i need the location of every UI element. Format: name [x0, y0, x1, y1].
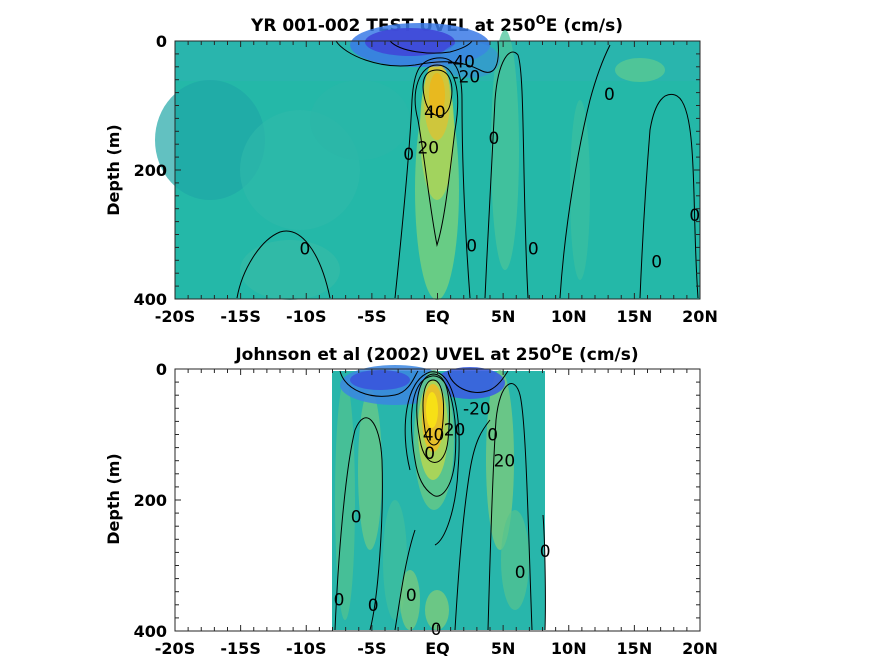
x-tick-label: -5S	[357, 639, 386, 656]
figure-canvas: YR 001-002 TEST UVEL at 250OE (cm/s)	[0, 0, 875, 656]
x-tick-label: 15N	[617, 639, 653, 656]
contour-label: 40	[423, 426, 445, 446]
x-tick-label: -10S	[286, 307, 326, 326]
x-tick-label: EQ	[425, 307, 450, 326]
x-tick-label: EQ	[425, 639, 450, 656]
contour-label: -20	[463, 399, 491, 419]
contour-label: -20	[452, 67, 480, 87]
panel-bottom: Johnson et al (2002) UVEL at 250OE (cm/s…	[104, 342, 718, 656]
contour-label: 0	[489, 129, 500, 149]
contour-label: 0	[300, 240, 311, 260]
x-tick-label: 15N	[617, 307, 653, 326]
x-tick-label: -15S	[220, 639, 260, 656]
heatmap-field	[155, 23, 700, 300]
x-tick-label: 10N	[551, 307, 587, 326]
contour-label: 0	[431, 620, 442, 640]
contour-label: 0	[406, 586, 417, 606]
x-tick-label: -15S	[220, 307, 260, 326]
y-tick-label: 0	[156, 360, 167, 379]
chart-title: Johnson et al (2002) UVEL at 250OE (cm/s…	[234, 342, 638, 365]
contour-label: 0	[403, 145, 414, 165]
contour-label: 0	[487, 426, 498, 446]
contour-label: 0	[515, 563, 526, 583]
contour-label: 20	[417, 138, 439, 158]
contour-label: 0	[540, 542, 551, 562]
contour-label: 20	[444, 420, 466, 440]
heatmap-field	[332, 365, 545, 630]
x-tick-label: 20N	[682, 639, 718, 656]
contour-label: 0	[368, 596, 379, 616]
x-tick-label: 5N	[491, 639, 516, 656]
contour-label: 0	[651, 253, 662, 273]
contour-label: 0	[466, 236, 477, 256]
contour-label: 0	[351, 507, 362, 527]
contour-label: 0	[424, 444, 435, 464]
x-tick-label: -5S	[357, 307, 386, 326]
y-tick-label: 200	[134, 161, 167, 180]
contour-label: 0	[334, 591, 345, 611]
contour-label: 0	[528, 240, 539, 260]
contour-label: 20	[494, 452, 516, 472]
x-tick-label: 20N	[682, 307, 718, 326]
x-tick-label: -20S	[155, 639, 195, 656]
y-tick-label: 200	[134, 491, 167, 510]
panel-top: YR 001-002 TEST UVEL at 250OE (cm/s)	[104, 13, 718, 326]
y-axis-label: Depth (m)	[104, 124, 123, 216]
x-tick-label: -10S	[286, 639, 326, 656]
contour-label: 0	[604, 85, 615, 105]
contour-label: 40	[424, 103, 446, 123]
y-tick-label: 0	[156, 32, 167, 51]
y-tick-label: 400	[134, 290, 167, 309]
x-tick-label: 5N	[491, 307, 516, 326]
x-tick-label: -20S	[155, 307, 195, 326]
y-tick-label: 400	[134, 622, 167, 641]
x-tick-label: 10N	[551, 639, 587, 656]
y-axis-label: Depth (m)	[104, 453, 123, 545]
